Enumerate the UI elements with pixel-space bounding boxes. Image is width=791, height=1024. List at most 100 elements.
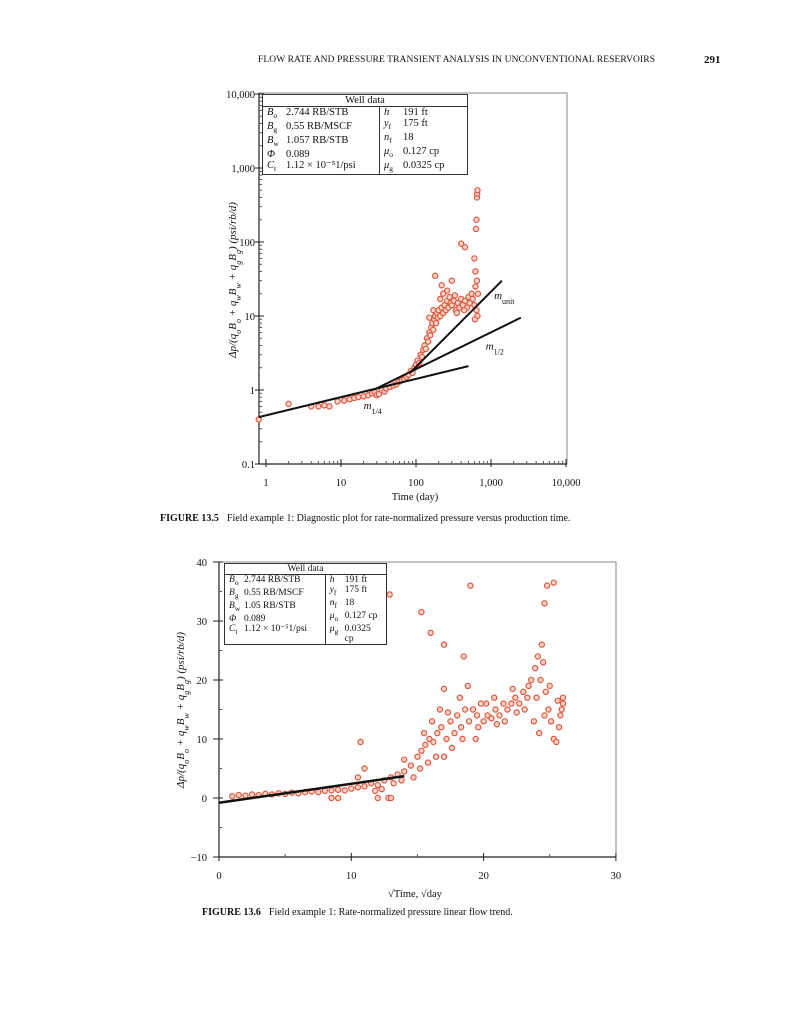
symbol-base: Φ xyxy=(267,149,275,161)
well-data-row: μo 0.127 cp xyxy=(384,146,444,160)
data-point xyxy=(520,688,527,696)
symbol-base: μ xyxy=(384,146,390,158)
data-point xyxy=(457,240,465,247)
data-point xyxy=(471,316,479,323)
data-point xyxy=(530,718,538,725)
data-point xyxy=(448,277,455,284)
symbol-subscript: o xyxy=(334,613,339,623)
data-point xyxy=(547,718,555,725)
symbol-base: B xyxy=(229,575,235,585)
data-point xyxy=(465,718,473,725)
well-data-row: μg 0.0325 cp xyxy=(384,160,444,174)
data-point xyxy=(439,290,447,297)
data-point xyxy=(361,765,368,772)
data-point xyxy=(440,641,448,648)
data-point xyxy=(533,694,540,701)
y-tick-label: 100 xyxy=(239,238,255,249)
data-point xyxy=(430,738,437,746)
well-data-column-right: h 191 ft yf 175 ft nf 18 μo 0.127 cp μg 0.0325 cp xyxy=(379,107,448,175)
data-point xyxy=(436,295,444,303)
parameter-symbol: Ct xyxy=(229,624,244,637)
well-data-row: Ct 1.12 × 10⁻⁵1/psi xyxy=(229,624,321,637)
data-point xyxy=(229,793,236,800)
data-point xyxy=(447,718,454,725)
data-point xyxy=(461,244,469,251)
parameter-symbol: Φ xyxy=(267,149,286,160)
well-data-row: Bw 1.057 RB/STB xyxy=(267,135,375,149)
data-point xyxy=(500,700,507,707)
data-point xyxy=(438,282,445,289)
data-point xyxy=(472,268,479,275)
data-point xyxy=(555,724,563,731)
parameter-value: 0.089 xyxy=(244,613,266,624)
x-tick-label: 30 xyxy=(611,871,622,882)
parameter-symbol: Bg xyxy=(229,588,244,601)
data-point xyxy=(432,319,440,327)
y-tick-label: 0.1 xyxy=(242,460,255,471)
parameter-symbol: Φ xyxy=(229,614,244,624)
data-point xyxy=(516,700,523,707)
data-point xyxy=(398,777,405,784)
data-point xyxy=(524,694,531,701)
data-point xyxy=(416,765,424,772)
y-tick-label: 10 xyxy=(245,312,256,323)
well-data-table-1: Well data Bo 2.744 RB/STB Bg 0.55 RB/MSCF Bw 1… xyxy=(262,94,468,176)
data-point xyxy=(386,591,393,598)
data-point xyxy=(469,295,476,303)
well-data-column-right: h 191 ft yf 175 ft nf 18 μo 0.127 cp μg 0.0325 cp xyxy=(324,575,386,644)
y-axis-label: Δp/(qoBo + qwBw + qgBg) (psi/rb/d) xyxy=(227,202,243,359)
data-point xyxy=(557,712,564,719)
data-point xyxy=(493,721,501,728)
data-point xyxy=(418,747,425,755)
well-data-row: h 191 ft xyxy=(384,107,444,118)
data-point xyxy=(430,306,437,314)
well-data-column-left: Bo 2.744 RB/STB Bg 0.55 RB/MSCF Bw 1.05 RB/ST… xyxy=(225,575,325,644)
data-point xyxy=(426,314,433,321)
data-point xyxy=(321,787,329,795)
data-point xyxy=(440,685,448,693)
well-data-row: yf 175 ft xyxy=(330,585,382,598)
data-point xyxy=(535,729,543,737)
parameter-symbol: yf xyxy=(330,585,345,598)
well-data-row: Ct 1.12 × 10⁻⁵1/psi xyxy=(267,160,375,174)
data-point xyxy=(501,718,508,725)
data-point xyxy=(451,729,458,737)
symbol-subscript: w xyxy=(273,139,279,149)
well-data-row: Φ 0.089 xyxy=(229,614,321,624)
data-point xyxy=(443,735,450,743)
well-data-row: Bo 2.744 RB/STB xyxy=(229,575,321,588)
parameter-value: 175 ft xyxy=(403,118,428,129)
data-point xyxy=(528,676,535,684)
well-data-row: nf 18 xyxy=(384,132,444,146)
data-point xyxy=(378,785,385,793)
parameter-symbol: Bw xyxy=(267,135,286,149)
caption-text: Field example 1: Rate-normalized pressur… xyxy=(268,907,513,918)
slope-line-m1-2 xyxy=(372,316,522,391)
parameter-value: 191 ft xyxy=(403,107,428,118)
data-point xyxy=(387,794,395,802)
well-data-title: Well data xyxy=(225,564,386,575)
parameter-symbol: h xyxy=(384,107,403,118)
parameter-symbol: Bo xyxy=(229,575,244,588)
parameter-value: 191 ft xyxy=(344,575,368,585)
data-point xyxy=(453,309,461,317)
data-point xyxy=(474,290,482,297)
data-point xyxy=(375,390,383,398)
data-point xyxy=(472,225,480,233)
parameter-value: 2.744 RB/STB xyxy=(286,107,349,118)
y-tick-label: 30 xyxy=(197,617,208,628)
parameter-value: 0.55 RB/MSCF xyxy=(286,121,352,133)
figure-caption-13-5: FIGURE 13.5 Field example 1: Diagnostic p… xyxy=(160,513,570,524)
data-point xyxy=(492,706,499,713)
data-point xyxy=(504,706,511,713)
caption-text: Field example 1: Diagnostic plot for rat… xyxy=(226,513,571,524)
data-point xyxy=(354,774,362,781)
data-point xyxy=(509,685,516,693)
parameter-symbol: Bg xyxy=(267,121,286,135)
data-point xyxy=(427,332,434,339)
data-point xyxy=(410,774,417,781)
parameter-value: 18 xyxy=(403,132,414,144)
data-point xyxy=(469,706,477,713)
data-point xyxy=(328,794,335,802)
